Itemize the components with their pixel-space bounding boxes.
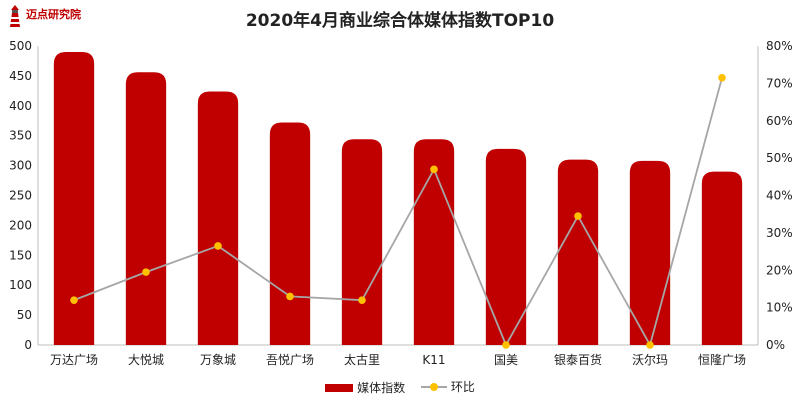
- bar: [413, 139, 455, 345]
- y-left-tick-label: 300: [9, 159, 32, 173]
- brand-logo: 迈点研究院: [6, 4, 96, 30]
- legend-swatch-bar: [325, 383, 354, 392]
- y-left-tick-label: 100: [9, 278, 32, 292]
- y-left-tick-label: 50: [17, 308, 32, 322]
- y-right-tick-label: 70%: [766, 76, 793, 90]
- legend: 媒体指数 环比: [0, 378, 800, 396]
- y-right-tick-label: 30%: [766, 226, 793, 240]
- line-point: [574, 212, 582, 220]
- bar: [629, 160, 671, 345]
- line-point: [430, 165, 438, 174]
- chart-title: 2020年4月商业综合体媒体指数TOP10: [245, 11, 555, 31]
- x-tick-label: 万达广场: [50, 353, 98, 367]
- x-tick-label: 恒隆广场: [698, 352, 746, 367]
- brand-name: 迈点研究院: [26, 8, 81, 21]
- bar: [269, 122, 311, 345]
- line-point: [286, 292, 294, 301]
- y-right-tick-label: 0%: [766, 338, 785, 352]
- legend-label-line: 环比: [450, 380, 475, 394]
- series-line: [73, 77, 723, 348]
- y-left-tick-label: 250: [9, 189, 32, 203]
- legend-item-bar: 媒体指数: [325, 379, 405, 396]
- y-right-tick-label: 60%: [766, 114, 793, 128]
- y-right-tick-label: 10%: [766, 301, 793, 315]
- y-left-tick-label: 400: [9, 99, 32, 113]
- x-tick-label: 吾悦广场: [266, 353, 314, 367]
- bar: [701, 171, 743, 345]
- legend-item-line: 环比: [420, 378, 475, 395]
- y-left-tick-label: 500: [9, 39, 32, 53]
- line-point: [502, 341, 510, 349]
- line-point: [718, 73, 726, 82]
- y-left-tick-label: 0: [24, 338, 32, 352]
- y-right-tick-label: 50%: [766, 151, 793, 165]
- y-left-tick-label: 200: [9, 218, 32, 232]
- x-tick-label: 大悦城: [128, 353, 164, 367]
- y-left-tick-label: 350: [9, 129, 32, 143]
- bar: [125, 72, 167, 345]
- line-point: [646, 341, 654, 349]
- lighthouse-icon: [10, 5, 20, 27]
- line-point: [142, 268, 150, 276]
- x-tick-label: 沃尔玛: [632, 352, 668, 367]
- bar: [485, 148, 527, 345]
- line-point: [358, 296, 366, 304]
- y-left-tick-label: 450: [9, 69, 32, 83]
- line-point: [214, 242, 222, 250]
- x-tick-label: 银泰百货: [554, 352, 602, 367]
- bar: [197, 91, 239, 345]
- line-point: [70, 296, 78, 304]
- y-right-tick-label: 80%: [766, 39, 793, 53]
- y-right-tick-label: 20%: [766, 263, 793, 277]
- x-tick-label: 太古里: [344, 352, 380, 367]
- legend-label-bar: 媒体指数: [357, 381, 406, 395]
- y-right-tick-label: 40%: [766, 189, 793, 203]
- x-tick-label: 国美: [494, 353, 518, 367]
- bar: [341, 139, 383, 345]
- y-left-tick-label: 150: [9, 248, 32, 262]
- bar: [557, 159, 599, 345]
- x-tick-label: 万象城: [200, 353, 236, 367]
- x-tick-label: K11: [422, 353, 445, 367]
- bar: [53, 51, 95, 345]
- legend-swatch-line: [420, 382, 447, 392]
